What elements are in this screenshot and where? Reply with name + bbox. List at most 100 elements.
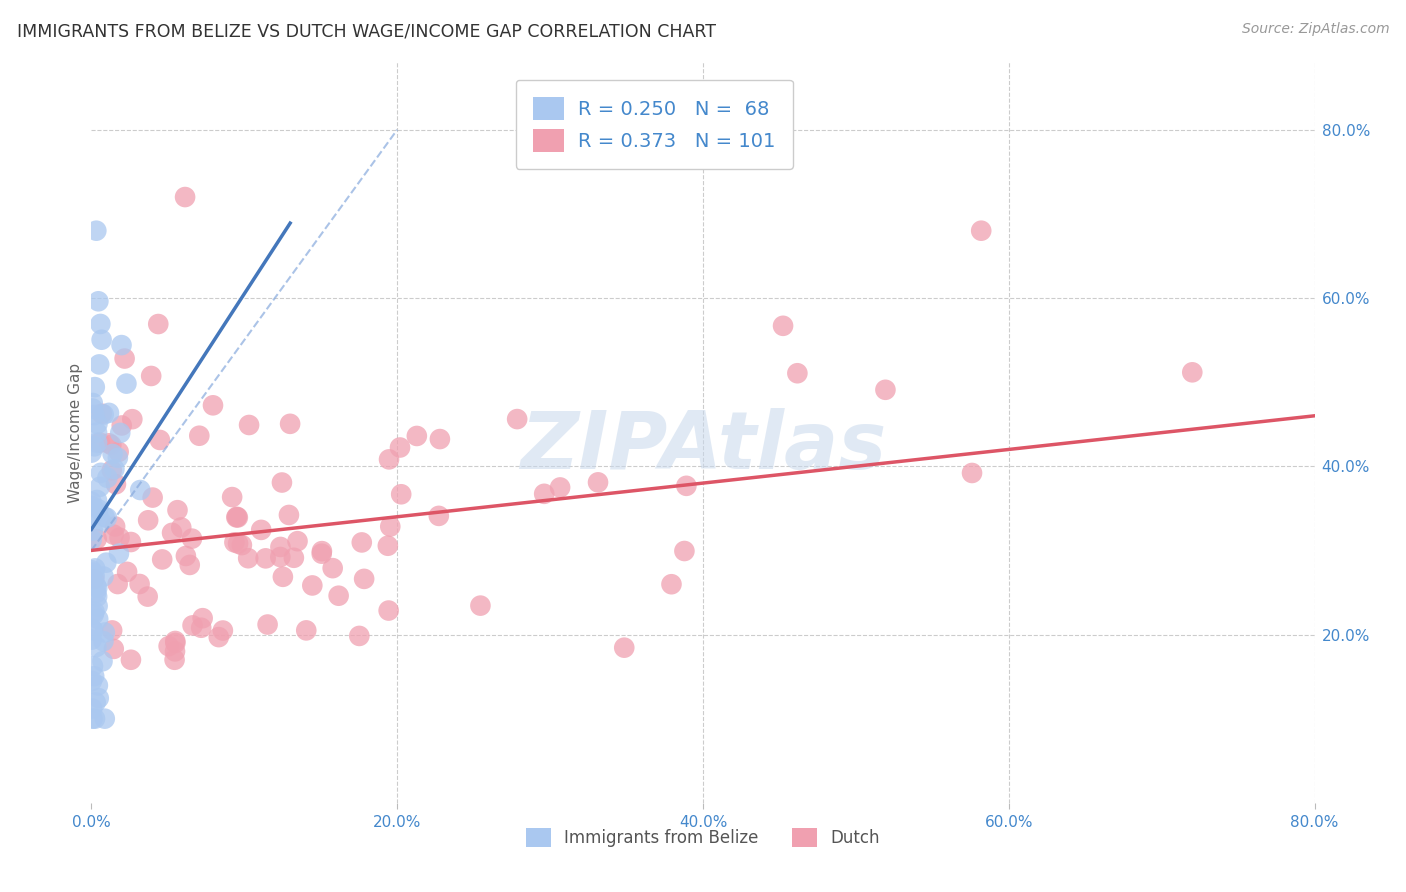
Point xyxy=(80,632,103,647)
Point xyxy=(165,636,187,650)
Point xyxy=(90,407,112,421)
Point xyxy=(90,333,112,347)
Point xyxy=(97,406,120,420)
Point xyxy=(470,599,492,613)
Point xyxy=(96,471,118,485)
Point xyxy=(311,547,333,561)
Text: Source: ZipAtlas.com: Source: ZipAtlas.com xyxy=(1241,22,1389,37)
Point xyxy=(231,538,253,552)
Point xyxy=(226,536,249,550)
Point xyxy=(90,466,112,480)
Point xyxy=(181,618,204,632)
Point xyxy=(149,433,172,447)
Point xyxy=(103,527,125,541)
Point xyxy=(89,435,111,450)
Point xyxy=(100,438,122,452)
Point xyxy=(328,589,350,603)
Point xyxy=(108,547,131,561)
Point xyxy=(80,499,103,513)
Point xyxy=(120,653,142,667)
Point xyxy=(278,417,301,431)
Point xyxy=(875,383,897,397)
Point xyxy=(283,550,305,565)
Point xyxy=(108,531,131,545)
Point xyxy=(160,525,183,540)
Point xyxy=(350,535,373,549)
Point xyxy=(165,634,187,648)
Point xyxy=(80,622,103,636)
Point xyxy=(86,417,108,431)
Point xyxy=(83,605,105,619)
Point xyxy=(150,552,173,566)
Point xyxy=(120,535,142,549)
Point xyxy=(93,569,115,583)
Point xyxy=(148,317,170,331)
Point xyxy=(96,556,118,570)
Point xyxy=(86,532,108,546)
Point xyxy=(84,712,107,726)
Point xyxy=(322,561,344,575)
Point xyxy=(506,412,529,426)
Point xyxy=(87,294,110,309)
Point xyxy=(83,607,105,622)
Point xyxy=(87,612,110,626)
Point xyxy=(190,621,212,635)
Point xyxy=(157,639,180,653)
Point xyxy=(80,673,103,688)
Point xyxy=(128,577,150,591)
Point xyxy=(136,590,159,604)
Point xyxy=(82,712,104,726)
Point xyxy=(772,318,794,333)
Point xyxy=(212,624,235,638)
Point xyxy=(661,577,683,591)
Point xyxy=(94,625,117,640)
Point xyxy=(114,351,136,366)
Point xyxy=(427,508,450,523)
Point xyxy=(111,418,134,433)
Point xyxy=(970,224,993,238)
Point xyxy=(389,487,412,501)
Point xyxy=(254,551,277,566)
Point xyxy=(103,462,125,476)
Point xyxy=(221,490,243,504)
Point xyxy=(271,475,294,490)
Point xyxy=(82,524,104,538)
Point xyxy=(84,561,107,575)
Point xyxy=(301,578,323,592)
Point xyxy=(786,366,808,380)
Point xyxy=(83,408,105,422)
Point xyxy=(104,477,127,491)
Point xyxy=(142,491,165,505)
Point xyxy=(389,441,412,455)
Point xyxy=(86,640,108,654)
Point xyxy=(238,551,260,566)
Legend: Immigrants from Belize, Dutch: Immigrants from Belize, Dutch xyxy=(519,822,887,854)
Point xyxy=(129,483,152,497)
Point xyxy=(115,565,138,579)
Point xyxy=(271,570,294,584)
Point xyxy=(586,475,609,490)
Point xyxy=(107,445,129,459)
Point xyxy=(83,380,105,394)
Point xyxy=(269,549,291,564)
Point xyxy=(188,428,211,442)
Point xyxy=(83,572,105,586)
Point xyxy=(225,510,247,524)
Point xyxy=(87,502,110,516)
Point xyxy=(208,630,231,644)
Point xyxy=(166,503,188,517)
Point xyxy=(86,590,108,604)
Point xyxy=(94,712,117,726)
Point xyxy=(181,532,204,546)
Point xyxy=(378,452,401,467)
Point xyxy=(136,513,159,527)
Point xyxy=(121,412,143,426)
Point xyxy=(83,669,105,683)
Point xyxy=(174,190,197,204)
Point xyxy=(174,549,197,563)
Point xyxy=(278,508,301,522)
Point xyxy=(675,479,697,493)
Point xyxy=(96,510,118,524)
Point xyxy=(82,401,104,416)
Point xyxy=(86,435,108,450)
